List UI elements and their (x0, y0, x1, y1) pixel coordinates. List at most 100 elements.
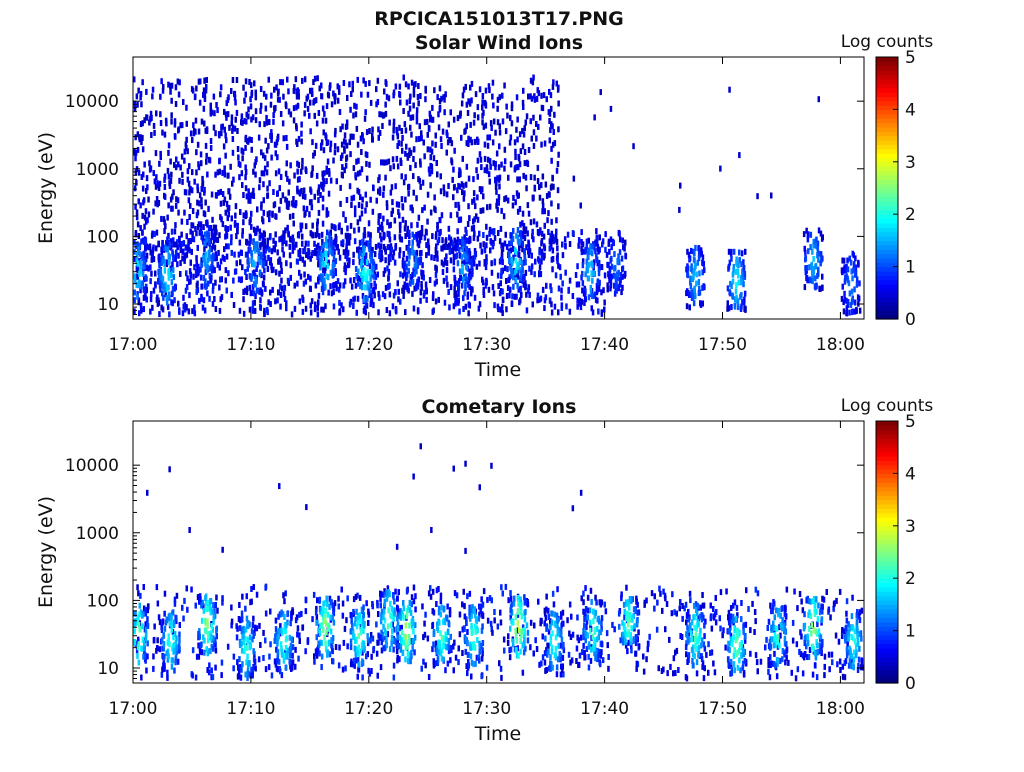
heatmap-cell (285, 665, 288, 671)
heatmap-cell (236, 110, 239, 116)
heatmap-cell (323, 129, 326, 135)
heatmap-cell (232, 150, 235, 156)
heatmap-cell (204, 627, 207, 633)
heatmap-cell (567, 288, 570, 294)
colorbar-segment (876, 197, 898, 202)
colorbar-segment (876, 179, 898, 184)
heatmap-cell (359, 240, 362, 246)
heatmap-cell (703, 261, 706, 267)
heatmap-cell (232, 77, 235, 83)
heatmap-cell (166, 675, 169, 681)
heatmap-cell (601, 264, 604, 270)
heatmap-cell (195, 603, 198, 609)
heatmap-cell (852, 267, 855, 273)
heatmap-cell (687, 266, 690, 272)
heatmap-cell (296, 161, 299, 167)
heatmap-cell (546, 217, 549, 223)
heatmap-cell (422, 659, 425, 665)
heatmap-cell (168, 311, 171, 317)
heatmap-cell (732, 294, 735, 300)
heatmap-cell (568, 631, 571, 637)
heatmap-cell (501, 249, 504, 255)
heatmap-cell (248, 193, 251, 199)
colorbar-segment (876, 232, 898, 237)
heatmap-cell (730, 256, 733, 262)
heatmap-cell (635, 666, 638, 672)
heatmap-cell (539, 115, 542, 121)
heatmap-cell (250, 211, 253, 217)
heatmap-cell (152, 87, 155, 93)
heatmap-cell (402, 285, 405, 291)
heatmap-cell (140, 646, 143, 652)
heatmap-cell (285, 622, 288, 628)
heatmap-cell (190, 587, 193, 593)
heatmap-cell (199, 192, 202, 198)
heatmap-cell (537, 178, 540, 184)
heatmap-cell (172, 242, 175, 248)
heatmap-cell (134, 273, 137, 279)
heatmap-cell (141, 174, 144, 180)
heatmap-cell (494, 130, 497, 136)
heatmap-cell (591, 278, 594, 284)
heatmap-cell (345, 163, 348, 169)
heatmap-cell (450, 284, 453, 290)
heatmap-cell (361, 658, 364, 664)
heatmap-cell (849, 256, 852, 262)
colorbar-segment (876, 245, 898, 250)
heatmap-cell (441, 237, 444, 243)
colorbar-segment (876, 275, 898, 280)
heatmap-cell (638, 643, 641, 649)
solar-wind-colorbar-label: Log counts (841, 32, 934, 52)
heatmap-cell (307, 94, 310, 100)
heatmap-cell (461, 283, 464, 289)
heatmap-cell (342, 211, 345, 217)
heatmap-cell (254, 625, 257, 631)
heatmap-cell (333, 93, 336, 99)
colorbar-tick-label: 3 (905, 153, 916, 173)
heatmap-cell (757, 590, 760, 596)
heatmap-cell (369, 243, 372, 249)
heatmap-cell (519, 131, 522, 137)
heatmap-cell (458, 247, 461, 253)
heatmap-cell (498, 184, 501, 190)
heatmap-cell (206, 290, 209, 296)
heatmap-cell (561, 302, 564, 308)
heatmap-cell (166, 237, 169, 243)
heatmap-cell (255, 94, 258, 100)
heatmap-cell (355, 266, 358, 272)
heatmap-cell (324, 640, 327, 646)
heatmap-cell (519, 206, 522, 212)
heatmap-cell (302, 257, 305, 263)
heatmap-cell (243, 118, 246, 124)
heatmap-cell (747, 606, 750, 612)
heatmap-cell (293, 117, 296, 123)
heatmap-cell (212, 253, 215, 259)
heatmap-cell (192, 208, 195, 214)
heatmap-cell (843, 258, 846, 264)
heatmap-cell (140, 91, 143, 97)
heatmap-cell (705, 652, 708, 658)
heatmap-cell (462, 156, 465, 162)
heatmap-cell (176, 593, 179, 599)
heatmap-cell (469, 274, 472, 280)
heatmap-cell (339, 201, 342, 207)
heatmap-cell (139, 260, 142, 266)
heatmap-cell (311, 165, 314, 171)
heatmap-cell (451, 177, 454, 183)
heatmap-cell (166, 670, 169, 676)
heatmap-cell (693, 286, 696, 292)
heatmap-cell (415, 266, 418, 272)
heatmap-cell (190, 131, 193, 137)
heatmap-cell (473, 197, 476, 203)
heatmap-cell (245, 185, 248, 191)
heatmap-cell (433, 87, 436, 93)
heatmap-cell (726, 306, 729, 312)
heatmap-cell (698, 245, 701, 251)
heatmap-cell (696, 670, 699, 676)
heatmap-cell (474, 139, 477, 145)
heatmap-cell (600, 89, 603, 95)
heatmap-cell (319, 630, 322, 636)
heatmap-cell (208, 669, 211, 675)
heatmap-cell (301, 241, 304, 247)
heatmap-cell (308, 113, 311, 119)
